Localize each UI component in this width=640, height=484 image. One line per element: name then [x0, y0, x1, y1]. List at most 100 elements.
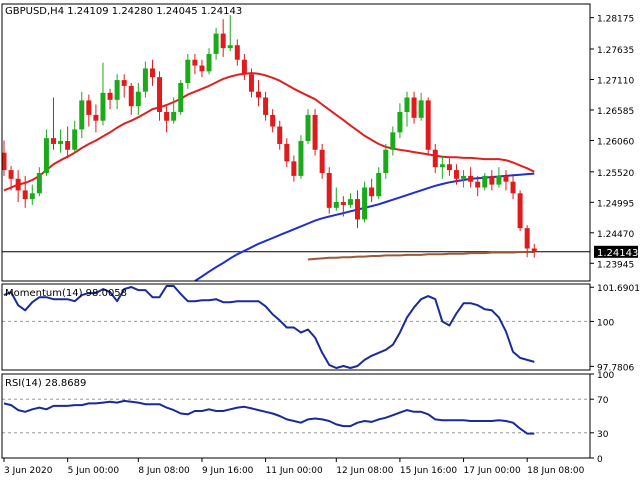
- candle-body: [178, 82, 184, 113]
- candle-body: [432, 149, 438, 168]
- candle-body: [468, 175, 474, 182]
- candle-body: [185, 59, 191, 83]
- candle-body: [149, 68, 155, 78]
- candle: [475, 175, 481, 197]
- candle-body: [8, 170, 14, 179]
- time-tick-label: 18 Jun 08:00: [527, 466, 584, 476]
- candle: [234, 39, 240, 66]
- price-tick-label: 1.24470: [597, 230, 634, 240]
- candle: [107, 88, 113, 110]
- candle-body: [291, 161, 297, 176]
- rsi-tick-label: 0: [597, 455, 603, 465]
- candle: [29, 184, 35, 205]
- price-tick-label: 1.23945: [597, 260, 634, 270]
- candle: [432, 143, 438, 173]
- candle: [164, 106, 170, 133]
- price-axis: 1.28175 1.27635 1.27110 1.26585 1.26060 1.255…: [590, 15, 634, 270]
- candle: [496, 167, 502, 188]
- candle: [248, 68, 254, 98]
- candle: [503, 170, 509, 191]
- candle: [333, 187, 339, 211]
- candle: [489, 170, 495, 191]
- candle-body: [206, 53, 212, 72]
- candle: [263, 91, 269, 121]
- time-tick-label: 15 Jun 16:00: [400, 466, 457, 476]
- candle-body: [270, 114, 276, 127]
- candle-body: [503, 175, 509, 182]
- candle: [319, 143, 325, 179]
- price-tick-label: 1.27110: [597, 76, 634, 86]
- candle: [93, 104, 99, 133]
- candle-body: [121, 80, 127, 86]
- candle-body: [213, 33, 219, 54]
- rsi-tick-label: 100: [597, 371, 614, 381]
- candle: [142, 61, 148, 98]
- candle-body: [234, 45, 240, 60]
- candle: [121, 74, 127, 98]
- candle: [284, 138, 290, 168]
- candle: [376, 167, 382, 200]
- candle-body: [93, 114, 99, 121]
- candle-body: [1, 152, 7, 171]
- candle: [135, 82, 141, 115]
- candle-body: [496, 175, 502, 185]
- candle: [355, 190, 360, 229]
- momentum-tick-label: 100: [597, 318, 614, 328]
- candle-body: [277, 126, 283, 144]
- candle: [8, 166, 14, 191]
- candle: [517, 190, 523, 232]
- candle-body: [164, 112, 170, 121]
- candle-body: [107, 92, 113, 100]
- candle: [461, 170, 467, 188]
- candle-body: [36, 172, 42, 194]
- candle: [362, 181, 368, 223]
- candle-body: [256, 91, 262, 98]
- candle-body: [347, 199, 353, 205]
- candle-body: [157, 77, 163, 113]
- candle-body: [100, 92, 106, 121]
- rsi-axis: 100 70 30 0: [590, 371, 614, 465]
- current-price-tag: [594, 245, 638, 258]
- candle: [425, 97, 431, 156]
- candle: [157, 71, 163, 121]
- candle-body: [114, 80, 120, 100]
- candle-body: [461, 175, 467, 179]
- candle: [192, 53, 198, 75]
- candle: [305, 109, 311, 144]
- candle-body: [397, 112, 403, 133]
- candle-body: [517, 193, 523, 229]
- candle-body: [369, 187, 375, 197]
- momentum-panel-frame: [1, 283, 591, 371]
- candle-body: [411, 97, 417, 118]
- candle-body: [446, 164, 452, 171]
- ma-slow-line: [307, 251, 535, 261]
- candle: [86, 94, 92, 127]
- candle: [482, 172, 488, 191]
- price-panel-frame: [1, 3, 591, 282]
- time-tick-label: 12 Jun 08:00: [336, 466, 393, 476]
- candle: [65, 126, 71, 159]
- symbol-header: GBPUSD,H4 1.24109 1.24280 1.24045 1.2414…: [5, 6, 242, 17]
- candle-body: [326, 172, 332, 208]
- candle: [531, 243, 537, 258]
- candle: [72, 120, 78, 153]
- candle: [446, 158, 452, 176]
- candle-body: [312, 114, 318, 150]
- candle-body: [418, 100, 424, 118]
- candle-body: [482, 175, 488, 188]
- momentum-tick-label: 101.6901: [597, 284, 640, 294]
- candle: [79, 91, 85, 139]
- candle-body: [333, 202, 339, 208]
- candle: [411, 91, 417, 124]
- time-tick-label: 17 Jun 00:00: [464, 466, 521, 476]
- candle-body: [355, 199, 360, 220]
- ma-fast-line: [3, 72, 535, 192]
- candle-body: [171, 112, 177, 121]
- time-tick-label: 3 Jun 2020: [4, 466, 53, 476]
- momentum-label: Momentum(14) 98.0058: [5, 288, 127, 299]
- candle: [468, 167, 474, 188]
- candle: [340, 196, 346, 217]
- time-tick-label: 11 Jun 00:00: [266, 466, 323, 476]
